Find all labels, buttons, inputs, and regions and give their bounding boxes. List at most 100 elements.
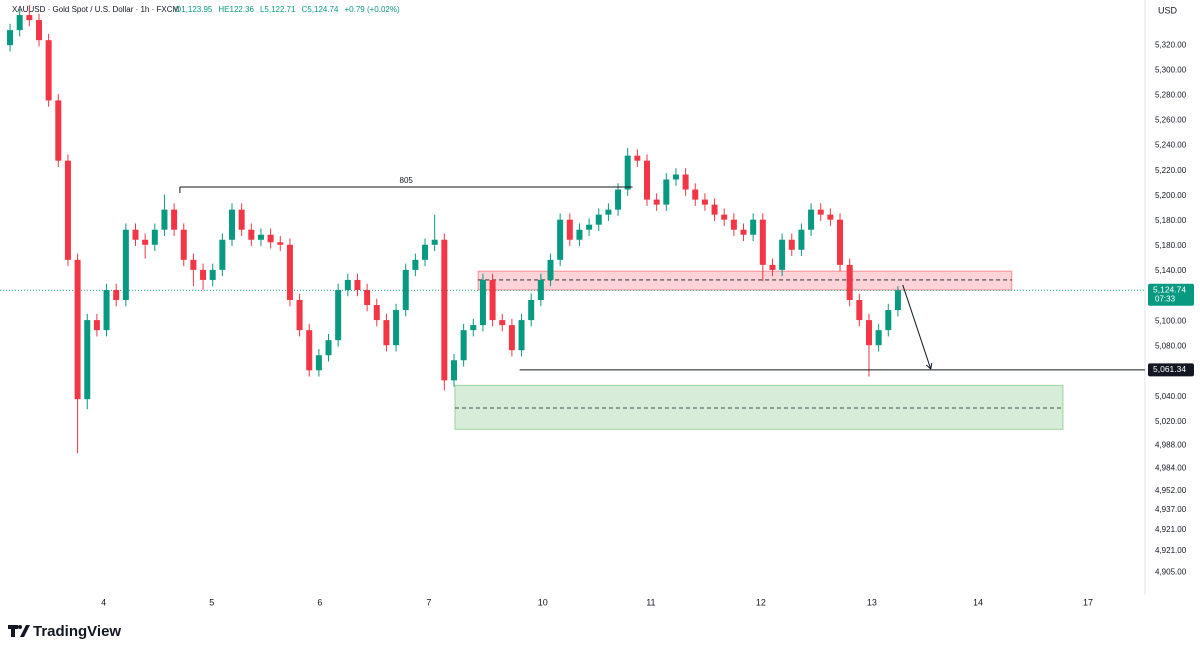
candle-body <box>55 100 62 161</box>
y-tick-label: 5,260.00 <box>1155 116 1187 125</box>
y-tick-label: 5,200.00 <box>1155 191 1187 200</box>
candle-body <box>508 325 515 351</box>
y-tick-label: 5,080.00 <box>1155 342 1187 351</box>
candle-body <box>817 209 824 215</box>
brand-logo <box>8 625 30 637</box>
zone <box>477 270 1013 291</box>
candle-body <box>219 239 226 270</box>
candle-body <box>180 229 187 260</box>
candle-body <box>788 239 795 250</box>
candle-body <box>7 30 14 46</box>
y-tick-label: 5,220.00 <box>1155 166 1187 175</box>
candle-body <box>277 242 284 245</box>
candle-body <box>595 214 602 225</box>
candle-body <box>267 234 274 243</box>
candle-body <box>489 279 496 321</box>
candle-body <box>238 209 245 230</box>
brand: TradingView <box>33 623 121 640</box>
candle-body <box>35 20 42 41</box>
y-tick-label: 5,180.00 <box>1155 241 1187 250</box>
candle-body <box>865 320 872 346</box>
candle-body <box>422 244 429 260</box>
x-tick-label: 11 <box>646 597 655 607</box>
candle-body <box>576 229 583 240</box>
price-tag <box>1148 283 1194 306</box>
x-tick-label: 17 <box>1083 597 1093 607</box>
candle-body <box>209 269 216 280</box>
candle-body <box>373 305 380 321</box>
candle-body <box>846 264 853 301</box>
candle-body <box>229 209 236 240</box>
candle-body <box>431 239 438 245</box>
candle-body <box>335 289 342 341</box>
candle-body <box>856 300 863 321</box>
x-tick-label: 6 <box>317 597 322 607</box>
candle-body <box>344 279 351 290</box>
candle-body <box>74 259 81 400</box>
chart-title: XAUUSD · Gold Spot / U.S. Dollar · 1h · … <box>12 5 179 14</box>
y-tick-label: 4,952.00 <box>1155 486 1187 495</box>
candle-body <box>315 355 322 371</box>
candle-body <box>682 174 689 190</box>
x-tick-label: 7 <box>426 597 431 607</box>
currency-label: USD <box>1158 5 1178 15</box>
x-tick-label: 14 <box>973 597 983 607</box>
candle-body <box>470 325 477 331</box>
measure-label: 805 <box>400 176 414 185</box>
candle-body <box>113 289 120 301</box>
ohlc-value: C5,124.74 <box>302 5 339 14</box>
x-tick-label: 10 <box>538 597 548 607</box>
candle-body <box>103 289 110 331</box>
candle-body <box>257 234 264 240</box>
candle-body <box>16 15 23 31</box>
candle-body <box>885 310 892 331</box>
candle-body <box>200 269 207 280</box>
candle-body <box>412 259 419 270</box>
candle-body <box>151 229 158 245</box>
candle-body <box>624 155 631 190</box>
candle-body <box>171 209 178 230</box>
candle-body <box>644 160 651 200</box>
y-tick-label: 5,020.00 <box>1155 417 1187 426</box>
candle-body <box>393 310 400 346</box>
candle-body <box>441 239 448 381</box>
candle-body <box>721 214 728 220</box>
y-tick-label: 5,040.00 <box>1155 392 1187 401</box>
candle-body <box>759 219 766 265</box>
candle-body <box>354 279 361 290</box>
candle-body <box>286 244 293 301</box>
y-tick-label: 5,320.00 <box>1155 40 1187 49</box>
price-tag-countdown: 07:33 <box>1155 294 1176 303</box>
arrow <box>902 284 932 370</box>
y-tick-label: 4,937.00 <box>1155 505 1187 514</box>
candle-body <box>479 279 486 326</box>
candle-body <box>634 155 641 161</box>
candle-body <box>701 199 708 205</box>
candle-body <box>132 229 139 240</box>
price-tag <box>1148 363 1194 377</box>
candle-body <box>586 224 593 230</box>
candle-body <box>808 209 815 230</box>
candle-body <box>499 320 506 326</box>
candle-body <box>711 204 718 215</box>
candle-body <box>364 289 371 306</box>
candle-body <box>190 259 197 270</box>
price-tag-label: 5,061.34 <box>1153 364 1186 374</box>
candle-body <box>663 179 670 205</box>
candle-body <box>402 269 409 311</box>
candle-body <box>740 229 747 235</box>
candle-body <box>692 189 699 200</box>
candle-body <box>566 219 573 240</box>
ohlc-value: HE122.36 <box>218 5 254 14</box>
y-tick-label: 4,921.00 <box>1155 546 1187 555</box>
x-tick-label: 5 <box>209 597 214 607</box>
y-tick-label: 4,921.00 <box>1155 525 1187 534</box>
candle-body <box>557 219 564 260</box>
candle-body <box>827 214 834 220</box>
x-tick-label: 4 <box>101 597 106 607</box>
zone <box>454 384 1064 430</box>
x-tick-label: 12 <box>756 597 766 607</box>
ohlc-value: O1,123.95 <box>175 5 213 14</box>
